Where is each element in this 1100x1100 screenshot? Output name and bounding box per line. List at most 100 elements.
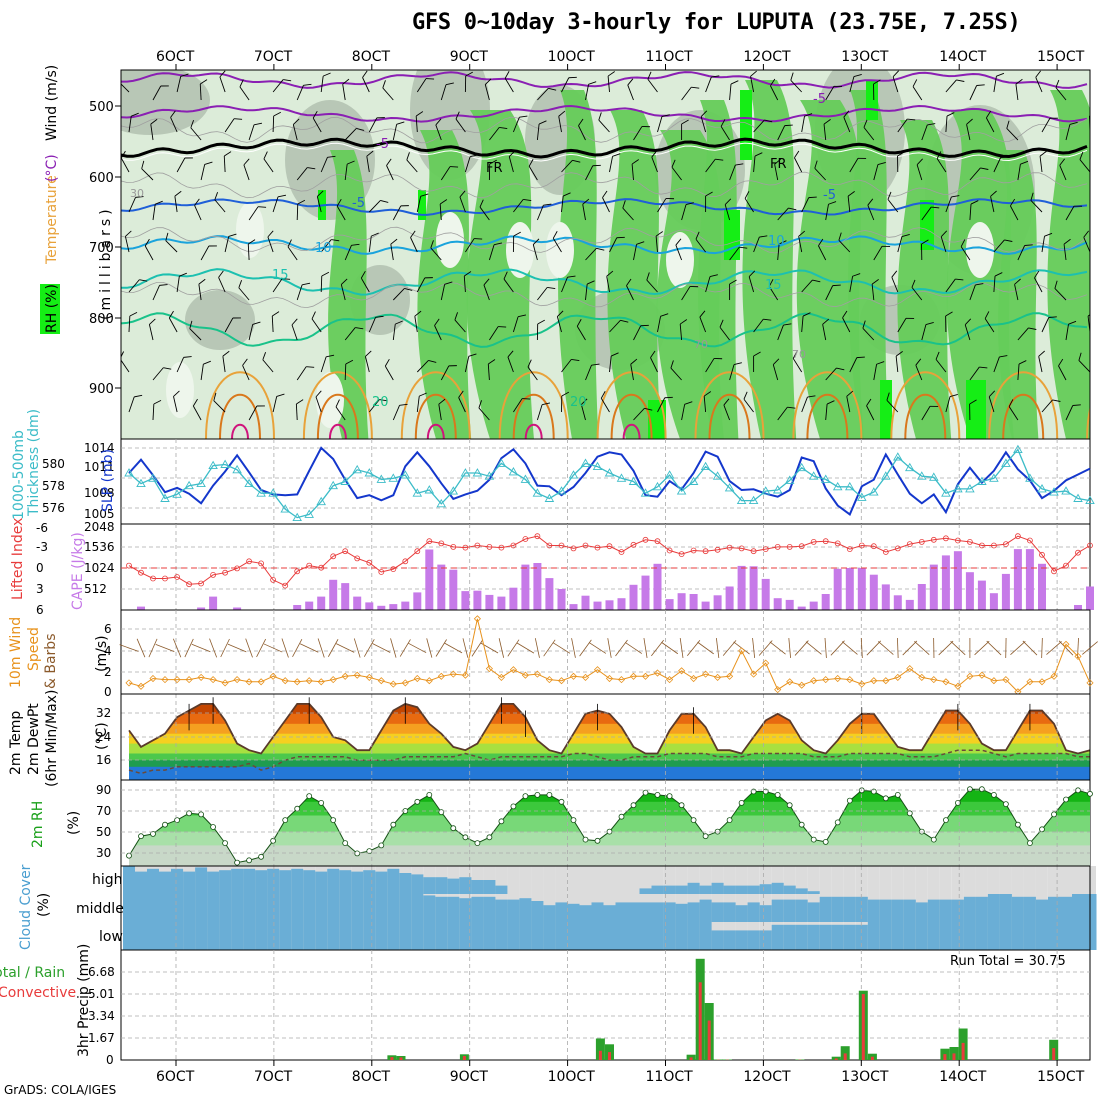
cloud-cell: [663, 922, 677, 950]
barb-flag: [743, 391, 748, 400]
barb-shaft: [1089, 196, 1090, 213]
cloud-cell: [975, 922, 989, 950]
barb-shaft: [435, 124, 442, 141]
barb-shaft: [580, 404, 586, 421]
wind-barb: [200, 161, 213, 181]
barb-flag: [705, 191, 713, 197]
rh-column: [698, 100, 739, 439]
wind-barb: [272, 278, 291, 293]
lifted-index-marker: [306, 562, 313, 569]
barb-shaft: [622, 207, 634, 221]
barb-flag: [1000, 156, 1009, 158]
wind-barb: [743, 391, 754, 413]
wind-barb: [1035, 70, 1043, 93]
wind-barb: [1078, 352, 1090, 373]
barb-shaft: [296, 85, 304, 101]
barb-shaft: [887, 199, 899, 213]
cloud-cell: [447, 896, 460, 922]
lifted-index-marker: [234, 565, 241, 572]
thickness-marker: [1049, 487, 1059, 496]
barb-flag: [858, 157, 867, 159]
temperature-contour: [121, 312, 1088, 348]
wind-barb: [647, 71, 658, 93]
wind-barb: [887, 191, 899, 213]
barb-flag: [283, 79, 292, 82]
barb-shaft: [790, 79, 803, 93]
barb-flag: [346, 160, 355, 165]
rh2m-marker: [222, 840, 229, 846]
warm-contour: [708, 394, 751, 439]
barb-flag: [576, 319, 582, 327]
barb-flag: [315, 390, 322, 398]
temp-band: [129, 766, 1090, 780]
barb-shaft: [489, 326, 499, 341]
lifted-index-marker: [870, 543, 877, 550]
precip-conv-bar: [943, 1054, 947, 1060]
barb-flag: [139, 279, 148, 282]
barb-flag: [1008, 399, 1014, 407]
rh2m-marker: [943, 817, 949, 823]
rh-dry-patch: [236, 202, 264, 258]
wind-barb: [296, 167, 316, 181]
barb-flag: [620, 319, 629, 323]
barb-shaft: [830, 640, 845, 656]
barb-flag: [1018, 360, 1027, 365]
wind10m-speed-marker: [245, 678, 253, 686]
cloud-gap-cell: [903, 866, 916, 894]
wind-barb: [580, 398, 588, 421]
wind-barb: [222, 350, 230, 373]
barb-shaft: [974, 640, 990, 656]
cloud-cell: [483, 922, 496, 950]
barb-flag: [379, 399, 388, 402]
precip-conv-bar: [952, 1053, 956, 1060]
barb-shaft: [504, 78, 514, 93]
barb-flag: [498, 326, 507, 328]
wind-barb: [272, 111, 282, 133]
barb-flag: [258, 206, 267, 208]
wind10m-speed-marker: [906, 665, 914, 673]
barb-flag: [204, 161, 213, 165]
cloud-cell: [975, 896, 989, 922]
barb-shaft: [825, 86, 835, 101]
precip-conv-bar: [698, 982, 702, 1060]
rh-column: [897, 120, 952, 439]
barb-flag: [651, 150, 658, 158]
wind-barb: [945, 195, 960, 213]
lifted-index-marker: [486, 544, 493, 550]
cloud-cell: [375, 922, 388, 950]
wind-barb: [416, 78, 435, 93]
barb-flag: [183, 356, 192, 358]
wind-barb: [238, 280, 250, 301]
cape-bar: [353, 596, 362, 610]
precip-total-bar: [831, 1056, 841, 1060]
wind10m-speed-marker: [702, 670, 710, 678]
wind10m-barb: [866, 640, 882, 656]
wind-barb: [993, 156, 1009, 173]
wind-barb: [897, 151, 905, 173]
barb-flag: [454, 312, 458, 321]
rh2m-marker: [774, 792, 781, 798]
cloud-level-label: high: [92, 872, 123, 888]
wind-barb: [849, 157, 867, 173]
barb-shaft: [479, 206, 490, 221]
barb-shaft: [647, 78, 658, 93]
wind-barb: [507, 350, 514, 373]
wind-barb: [152, 85, 169, 101]
barb-flag: [630, 358, 638, 365]
wind10m-speed-marker: [1074, 652, 1082, 660]
wind10m-barb: [220, 638, 230, 658]
barb-shaft: [770, 85, 779, 101]
barb-shaft: [753, 119, 765, 133]
wind10m-speed-marker: [1026, 678, 1034, 686]
rh-saturated-patch: [880, 380, 892, 439]
rh2m-marker: [979, 786, 985, 793]
barb-shaft: [824, 637, 827, 659]
barb-shaft: [598, 119, 610, 133]
cloud-cell: [591, 922, 604, 950]
lifted-index-marker: [570, 545, 577, 552]
wind-barb: [248, 405, 265, 421]
barb-flag: [748, 270, 756, 277]
warm-contour: [1002, 394, 1045, 439]
rh2m-marker: [498, 818, 505, 825]
barb-flag: [999, 355, 1008, 358]
